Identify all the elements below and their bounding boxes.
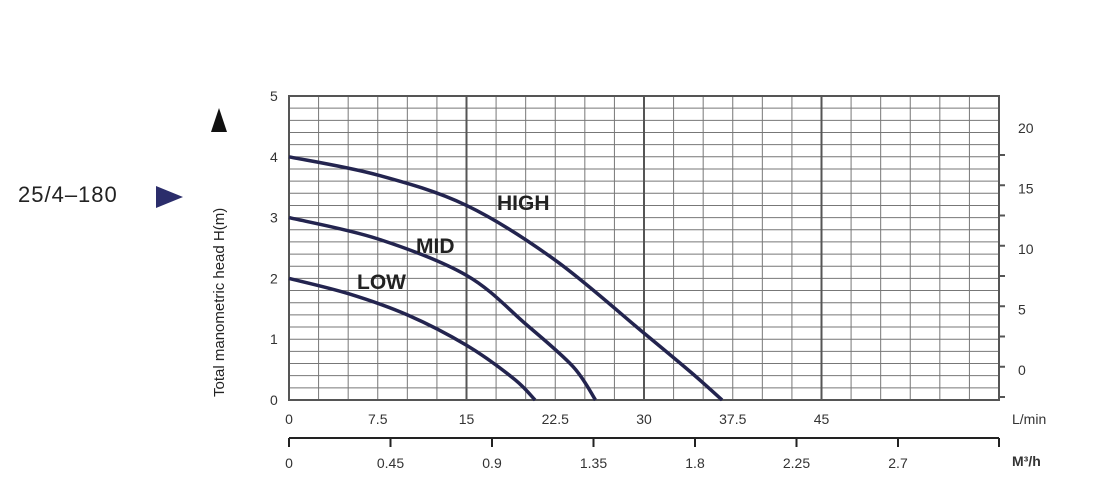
chart-axes [288,154,1005,447]
x-m3h-tick-label: 2.25 [783,455,810,471]
x-flow-tick-label: 30 [636,411,652,427]
curve-label-low: LOW [357,271,406,294]
curve-high [288,155,724,402]
curve-low [288,276,537,402]
right-tick-label: 10 [1018,241,1034,257]
x-m3h-tick-label: 0 [285,455,293,471]
x-m3h-tick-label: 0.45 [377,455,404,471]
x-m3h-tick-label: 1.35 [580,455,607,471]
x-m3h-tick-label: 2.7 [888,455,908,471]
x-flow-tick-label: 22.5 [542,411,569,427]
right-tick-label: 0 [1018,362,1026,378]
right-tick-label: 15 [1018,181,1034,197]
x-flow-tick-label: 45 [814,411,830,427]
y-tick-label: 4 [270,149,278,165]
y-axis-arrow-icon [211,108,227,132]
x-flow-unit: L/min [1012,411,1046,427]
model-arrow-icon [156,186,183,208]
chart-grid [288,95,1000,401]
x-flow-tick-label: 0 [285,411,293,427]
y-tick-label: 0 [270,392,278,408]
x-m3h-unit: M³/h [1012,453,1041,469]
x-flow-tick-label: 15 [459,411,475,427]
right-tick-label: 20 [1018,120,1034,136]
curve-label-mid: MID [416,235,455,258]
model-label: 25/4–180 [18,182,118,207]
x-m3h-tick-label: 1.8 [685,455,705,471]
chart-curves [288,155,724,402]
x-m3h-tick-label: 0.9 [482,455,502,471]
plot-frame [288,95,1000,401]
x-flow-tick-label: 7.5 [368,411,388,427]
y-tick-label: 5 [270,88,278,104]
y-tick-label: 1 [270,331,278,347]
curve-mid [288,215,597,401]
y-tick-label: 2 [270,270,278,286]
y-axis-title: Total manometric head H(m) [211,208,228,397]
y-tick-label: 3 [270,210,278,226]
curve-label-high: HIGH [497,192,550,215]
right-tick-label: 5 [1018,302,1026,318]
x-flow-tick-label: 37.5 [719,411,746,427]
